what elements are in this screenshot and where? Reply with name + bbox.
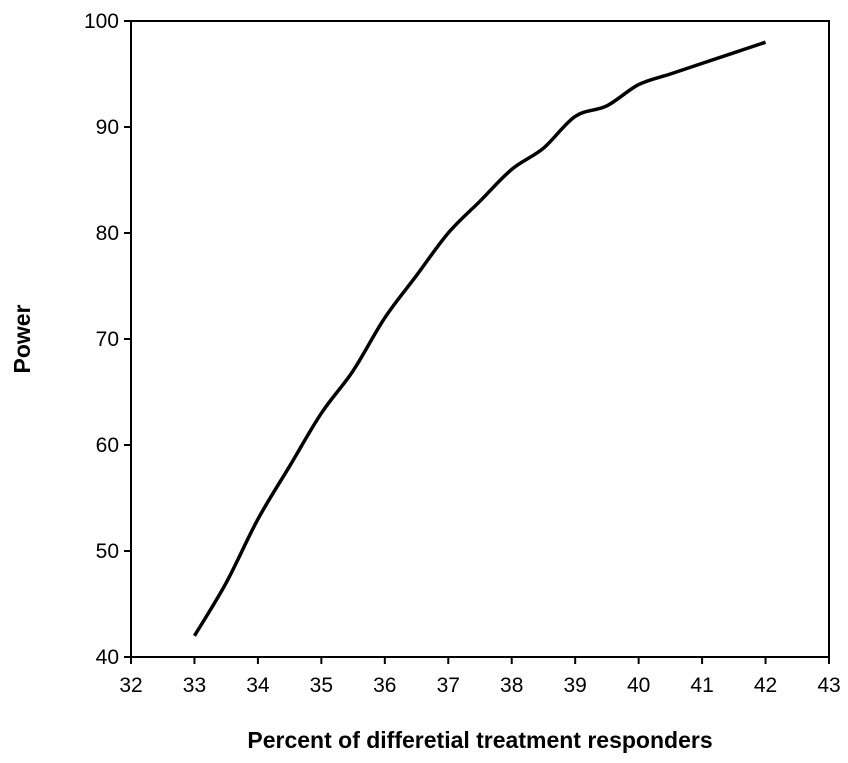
x-tick-label: 38 [500, 674, 523, 697]
y-tick-label: 70 [96, 328, 119, 351]
x-tick-label: 39 [564, 674, 587, 697]
y-axis-label: Power [9, 304, 35, 373]
x-tick-label: 41 [690, 674, 713, 697]
x-tick-label: 37 [437, 674, 460, 697]
x-tick-label: 34 [246, 674, 270, 697]
x-tick-label: 35 [310, 674, 333, 697]
y-tick-label: 40 [96, 646, 119, 669]
x-tick-label: 32 [119, 674, 142, 697]
x-tick-label: 43 [817, 674, 840, 697]
y-tick-label: 80 [96, 222, 119, 245]
data-line [192, 40, 767, 637]
x-tick-label: 42 [754, 674, 777, 697]
x-tick-label: 33 [183, 674, 206, 697]
x-tick-label: 36 [373, 674, 396, 697]
x-tick-label: 40 [627, 674, 650, 697]
y-tick-label: 90 [96, 116, 119, 139]
y-tick-label: 50 [96, 540, 119, 563]
y-tick-label: 60 [96, 434, 119, 457]
x-axis-label: Percent of differetial treatment respond… [247, 727, 712, 753]
y-tick-label: 100 [84, 10, 119, 33]
